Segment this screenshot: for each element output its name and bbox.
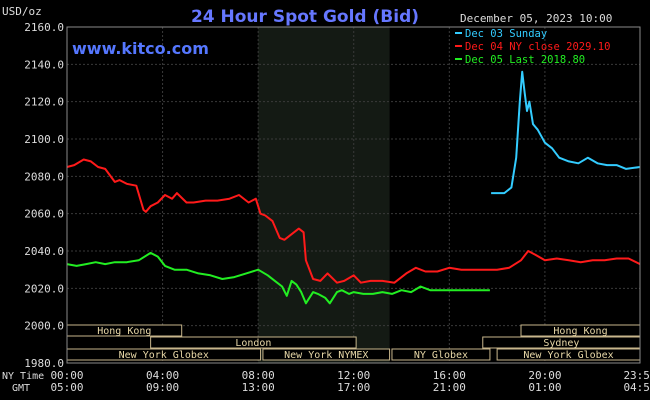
x-tick-label-gmt: 05:00 <box>50 381 83 394</box>
legend-label: Dec 03 Sunday <box>465 28 547 40</box>
y-axis-ticks: 2160.0 2140.0 2120.0 2100.0 2080.0 2060.0 2040… <box>24 21 64 370</box>
x-tick-label-gmt: 01:00 <box>528 381 561 394</box>
x-tick-label-gmt: 13:00 <box>242 381 275 394</box>
y-tick-label: 2020.0 <box>24 282 64 295</box>
y-tick-label: 2140.0 <box>24 58 64 71</box>
y-axis-label: USD/oz <box>2 5 42 18</box>
series-line-2 <box>66 251 490 305</box>
session-label: Hong Kong <box>553 326 607 337</box>
x-tick-label-ny: 20:00 <box>528 369 561 382</box>
y-tick-label: 2000.0 <box>24 320 64 333</box>
y-tick-label: 2160.0 <box>24 21 64 34</box>
y-tick-label: 2080.0 <box>24 170 64 183</box>
y-tick-label: 2100.0 <box>24 133 64 146</box>
session-label: Sydney <box>543 338 579 349</box>
legend-label: Dec 05 Last 2018.80 <box>465 54 585 66</box>
session-label: London <box>235 338 271 349</box>
x-tick-label-gmt: 21:00 <box>433 381 466 394</box>
session-label: Hong Kong <box>97 326 151 337</box>
y-tick-label: 2060.0 <box>24 208 64 221</box>
x-tick-label-gmt: 09:00 <box>146 381 179 394</box>
session-bar <box>391 348 491 361</box>
legend-label: Dec 04 NY close 2029.10 <box>465 41 610 53</box>
series-line-0 <box>491 70 641 195</box>
chart-title: 24 Hour Spot Gold (Bid) <box>191 7 419 27</box>
y-tick-label: 2120.0 <box>24 96 64 109</box>
x-tick-label-ny: 04:00 <box>146 369 179 382</box>
x-tick-label-ny: 12:00 <box>337 369 370 382</box>
session-label: New York Globex <box>119 350 209 361</box>
y-tick-label: 2040.0 <box>24 245 64 258</box>
x-tick-label-ny: 23:59 <box>623 369 650 382</box>
x-axis-row-label-gmt: GMT <box>12 383 30 394</box>
session-label: NY Globex <box>414 350 468 361</box>
x-tick-label-gmt: 17:00 <box>337 381 370 394</box>
series-line-1 <box>66 158 641 284</box>
market-sessions: Hong Kong London New York Globex New York N… <box>66 324 641 361</box>
session-label: New York NYMEX <box>284 350 368 361</box>
x-tick-label-ny: 08:00 <box>242 369 275 382</box>
chart-timestamp: December 05, 2023 10:00 <box>460 12 612 25</box>
plot-frame <box>66 26 641 364</box>
nymex-shaded-region <box>258 27 390 363</box>
session-label: New York Globex <box>523 350 613 361</box>
shaded-region-rect <box>258 27 390 363</box>
session-bar <box>262 348 391 361</box>
x-tick-label-gmt: 04:59 <box>623 381 650 394</box>
y-tick-label: 1980.0 <box>24 357 64 370</box>
x-axis-ticks: 00:00 04:00 08:00 12:00 16:00 20:00 23:59 05:00… <box>50 369 650 394</box>
x-axis-row-label-ny: NY Time <box>2 371 44 382</box>
x-tick-label-ny: 00:00 <box>50 369 83 382</box>
website-label: www.kitco.com <box>72 39 209 58</box>
x-tick-label-ny: 16:00 <box>433 369 466 382</box>
session-bar <box>150 336 357 349</box>
price-series <box>66 70 641 305</box>
